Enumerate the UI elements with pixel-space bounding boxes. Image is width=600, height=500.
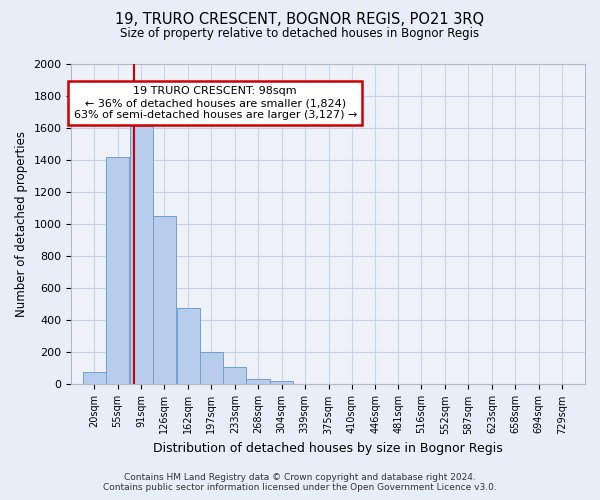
- Text: Size of property relative to detached houses in Bognor Regis: Size of property relative to detached ho…: [121, 28, 479, 40]
- Text: 19, TRURO CRESCENT, BOGNOR REGIS, PO21 3RQ: 19, TRURO CRESCENT, BOGNOR REGIS, PO21 3…: [115, 12, 485, 28]
- Bar: [153, 216, 176, 384]
- Bar: [176, 308, 200, 384]
- Text: Contains HM Land Registry data © Crown copyright and database right 2024.
Contai: Contains HM Land Registry data © Crown c…: [103, 473, 497, 492]
- Bar: [130, 126, 153, 384]
- X-axis label: Distribution of detached houses by size in Bognor Regis: Distribution of detached houses by size …: [154, 442, 503, 455]
- Bar: [200, 352, 223, 384]
- Y-axis label: Number of detached properties: Number of detached properties: [15, 131, 28, 317]
- Bar: [83, 372, 106, 384]
- Bar: [270, 381, 293, 384]
- Text: 19 TRURO CRESCENT: 98sqm
← 36% of detached houses are smaller (1,824)
63% of sem: 19 TRURO CRESCENT: 98sqm ← 36% of detach…: [74, 86, 357, 120]
- Bar: [223, 367, 247, 384]
- Bar: [106, 157, 129, 384]
- Bar: [247, 379, 269, 384]
